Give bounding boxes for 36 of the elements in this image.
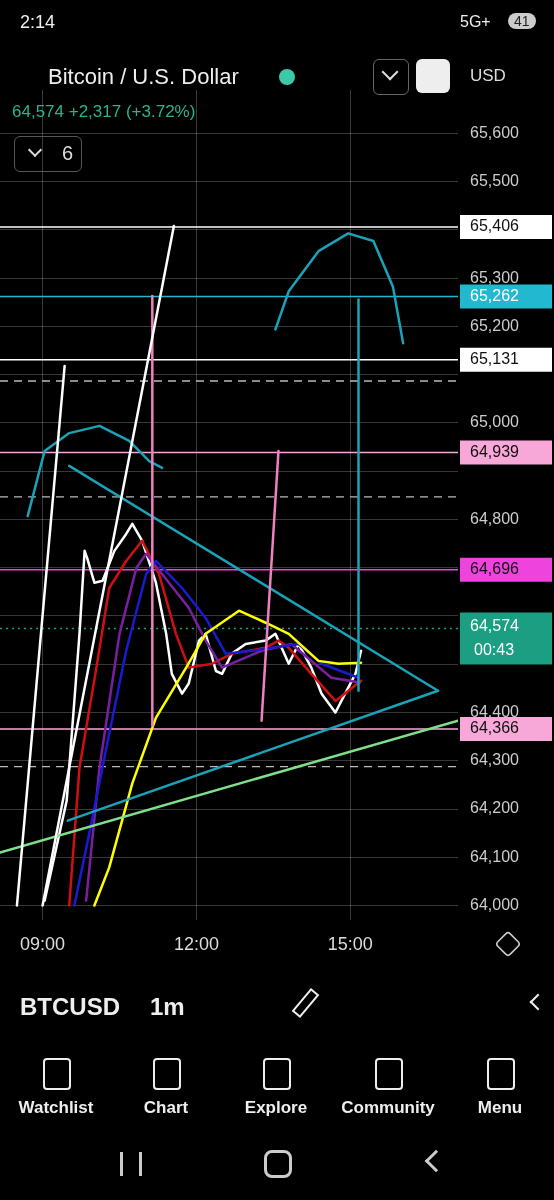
ref-line-label: 65,131 [470,350,520,368]
text: Explore [244,1098,308,1118]
text: Community [341,1098,435,1118]
y-tick-label: 64,800 [470,509,520,527]
text: 1m [150,993,185,1021]
x-tick-label: 09:00 [20,933,66,954]
y-tick-label: 65,500 [470,172,520,190]
y-tick-label: 64,200 [470,799,520,817]
text: USD [470,66,506,86]
chart-title: Bitcoin / U.S. Dollar [48,64,239,90]
y-tick-label: 64,400 [470,702,520,720]
text: 5G+ [460,13,491,31]
ref-line-label: 65,262 [470,286,520,304]
y-tick-label: 65,200 [470,316,520,334]
annotation: 6 [62,142,74,165]
text: 00:43 [474,641,515,659]
text: Watchlist [18,1098,94,1118]
y-tick-label: 64,000 [470,895,520,913]
y-tick-label: 65,600 [470,123,520,141]
x-tick-label: 12:00 [173,933,219,954]
y-tick-label: 64,300 [470,751,520,769]
ref-line-label: 64,574 [470,616,520,634]
ref-line-label: 65,406 [470,217,520,235]
text: 64,574 +2,317 (+3.72%) [12,102,196,122]
text: 2:14 [20,12,56,33]
text: BTCUSD [20,993,120,1021]
y-tick-label: 65,300 [470,268,520,286]
ref-line-label: 64,939 [470,442,520,460]
text: Menu [477,1098,523,1118]
text: Chart [143,1098,189,1118]
ref-line-label: 64,696 [470,560,520,578]
text: 41 [508,13,536,29]
x-tick-label: 15:00 [327,933,373,954]
y-tick-label: 65,000 [470,413,520,431]
ref-line-label: 64,366 [470,719,520,737]
y-tick-label: 64,100 [470,847,520,865]
